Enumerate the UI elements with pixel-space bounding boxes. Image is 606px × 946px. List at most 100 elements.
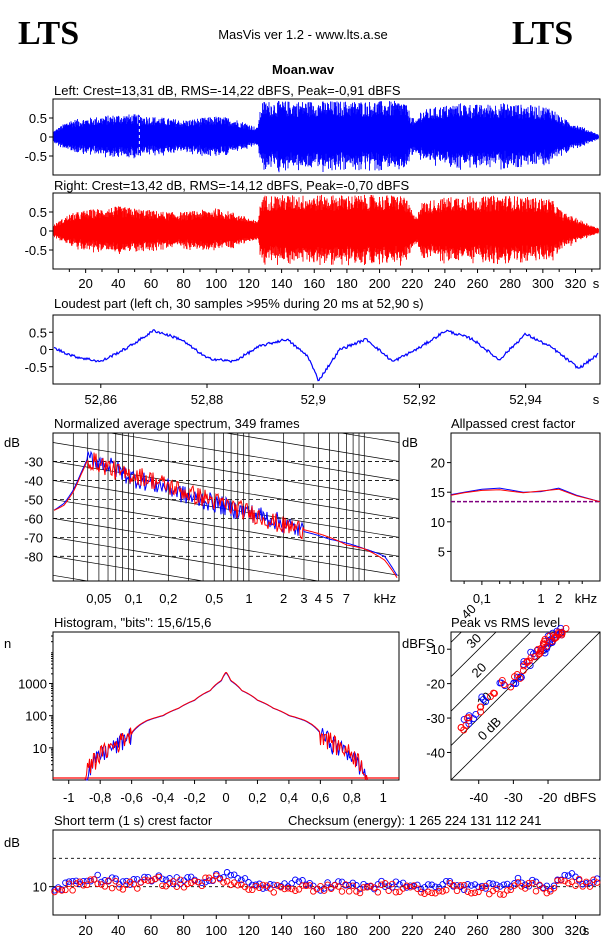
stcf-point-red bbox=[554, 877, 561, 884]
histogram-plot: 10 100 1000 -1 -0,8 -0,6 -0,4 -0,2 0 0,2 0,4 0,6 0,8… bbox=[18, 631, 400, 805]
stcf-point-red bbox=[338, 888, 346, 895]
stcf-point-red bbox=[288, 885, 295, 893]
histogram-ytick-label: 1000 bbox=[18, 677, 47, 692]
stcf-point-red bbox=[496, 891, 504, 898]
histogram-ylabel: n bbox=[4, 636, 11, 651]
stcf-point-blue bbox=[378, 877, 385, 885]
pvr-point-red bbox=[540, 641, 548, 648]
stcf-point-blue bbox=[353, 882, 360, 889]
stcf-point-blue bbox=[396, 881, 403, 888]
stcf-point-red bbox=[202, 874, 209, 882]
stcf-point-red bbox=[277, 883, 285, 891]
stcf-point-red bbox=[367, 882, 374, 890]
stcf-point-red bbox=[518, 883, 525, 890]
allpassed-crest-plot: 5 10 15 20 0,1 1 2 kHz bbox=[431, 432, 601, 606]
crest-ylabel: dB bbox=[402, 435, 418, 450]
pvr-ylabel: dBFS bbox=[402, 636, 435, 651]
stcf-point-blue bbox=[493, 881, 500, 889]
stcf-point-red bbox=[475, 888, 482, 896]
stcf-xtick-label: 40 bbox=[111, 923, 125, 938]
pvr-point-red bbox=[519, 667, 527, 675]
pvr-point-blue bbox=[557, 624, 565, 632]
pvr-xtick-label-unit: dBFS bbox=[564, 790, 597, 805]
loudest-xtick-label: 52,9 bbox=[301, 392, 326, 407]
stcf-point-blue bbox=[424, 881, 432, 888]
stcf-point-red bbox=[101, 883, 109, 890]
stcf-ytick-label: 10 bbox=[33, 880, 47, 895]
stcf-point-red bbox=[342, 881, 349, 888]
stcf-xtick-label: 60 bbox=[144, 923, 158, 938]
stcf-point-blue bbox=[202, 878, 209, 886]
stcf-point-red bbox=[54, 885, 62, 893]
stcf-point-blue bbox=[468, 882, 475, 889]
right-xtick-label: 280 bbox=[499, 276, 521, 291]
histogram-series-blue bbox=[84, 672, 368, 781]
loudest-frame bbox=[52, 314, 601, 385]
stcf-point-blue bbox=[198, 879, 206, 887]
file-name: Moan.wav bbox=[272, 62, 335, 77]
stcf-point-red bbox=[374, 889, 382, 896]
stcf-point-red bbox=[521, 885, 529, 892]
stcf-point-red bbox=[450, 882, 457, 889]
stcf-point-blue bbox=[241, 875, 249, 882]
stcf-point-blue bbox=[180, 877, 188, 884]
stcf-point-red bbox=[410, 882, 418, 889]
pvr-point-red bbox=[507, 683, 515, 691]
stcf-point-blue bbox=[403, 884, 410, 891]
stcf-point-red bbox=[460, 881, 468, 889]
left-waveform-plot: 0.5 0 -0.5 bbox=[25, 98, 601, 176]
left-title: Left: Crest=13,31 dB, RMS=-14,22 dBFS, P… bbox=[54, 83, 401, 98]
stcf-point-red bbox=[259, 881, 267, 889]
stcf-xtick-label: 320 bbox=[565, 923, 587, 938]
pvr-point-red bbox=[551, 635, 559, 642]
stcf-point-blue bbox=[266, 881, 274, 888]
stcf-point-red bbox=[292, 887, 299, 894]
loudest-ytick-label: 0 bbox=[40, 343, 47, 358]
stcf-point-red bbox=[525, 879, 533, 887]
stcf-point-blue bbox=[98, 878, 105, 886]
stcf-point-red bbox=[234, 881, 242, 889]
left-ytick-label: 0 bbox=[40, 130, 47, 145]
pvr-point-red bbox=[525, 657, 533, 665]
pvr-crest-line bbox=[451, 632, 532, 712]
stcf-point-red bbox=[586, 883, 594, 890]
stcf-point-blue bbox=[141, 873, 148, 881]
pvr-point-red bbox=[562, 624, 570, 632]
stcf-point-blue bbox=[521, 881, 529, 888]
stcf-point-red bbox=[184, 880, 191, 888]
stcf-point-red bbox=[295, 886, 303, 893]
stcf-point-red bbox=[511, 882, 518, 889]
stcf-point-red bbox=[593, 879, 601, 886]
right-xtick-label: 140 bbox=[271, 276, 293, 291]
stcf-point-blue bbox=[292, 876, 299, 884]
stcf-point-red bbox=[98, 881, 105, 888]
crest-ytick-label: 20 bbox=[431, 456, 445, 471]
histogram-ytick-label: 10 bbox=[33, 741, 47, 756]
histogram-xtick-label: 0,8 bbox=[343, 790, 361, 805]
stcf-point-red bbox=[532, 887, 540, 895]
stcf-xtick-label: 280 bbox=[499, 923, 521, 938]
loudest-xtick-label: 52,86 bbox=[85, 392, 118, 407]
stcf-point-red bbox=[195, 878, 202, 886]
spectrum-slope-line bbox=[53, 518, 399, 576]
stcf-point-red bbox=[457, 882, 464, 889]
stcf-point-red bbox=[169, 878, 177, 885]
spectrum-slope-line bbox=[53, 442, 399, 500]
stcf-point-red bbox=[216, 875, 224, 883]
right-xtick-label: 240 bbox=[434, 276, 456, 291]
stcf-point-red bbox=[389, 880, 396, 888]
histogram-xtick-label: -1 bbox=[63, 790, 75, 805]
stcf-point-red bbox=[435, 887, 443, 895]
spectrum-slope-line bbox=[108, 433, 399, 481]
right-xtick-label: 200 bbox=[369, 276, 391, 291]
spectrum-slope-line bbox=[339, 433, 399, 443]
pvr-ytick-label: -10 bbox=[426, 642, 445, 657]
stcf-point-blue bbox=[460, 886, 468, 894]
right-xtick-label: 120 bbox=[238, 276, 260, 291]
stcf-point-red bbox=[87, 876, 94, 883]
right-xtick-label: 80 bbox=[176, 276, 190, 291]
pvr-point-red bbox=[491, 689, 498, 697]
right-xtick-label: 300 bbox=[532, 276, 554, 291]
stcf-point-red bbox=[417, 889, 425, 896]
stcf-point-red bbox=[213, 872, 220, 879]
